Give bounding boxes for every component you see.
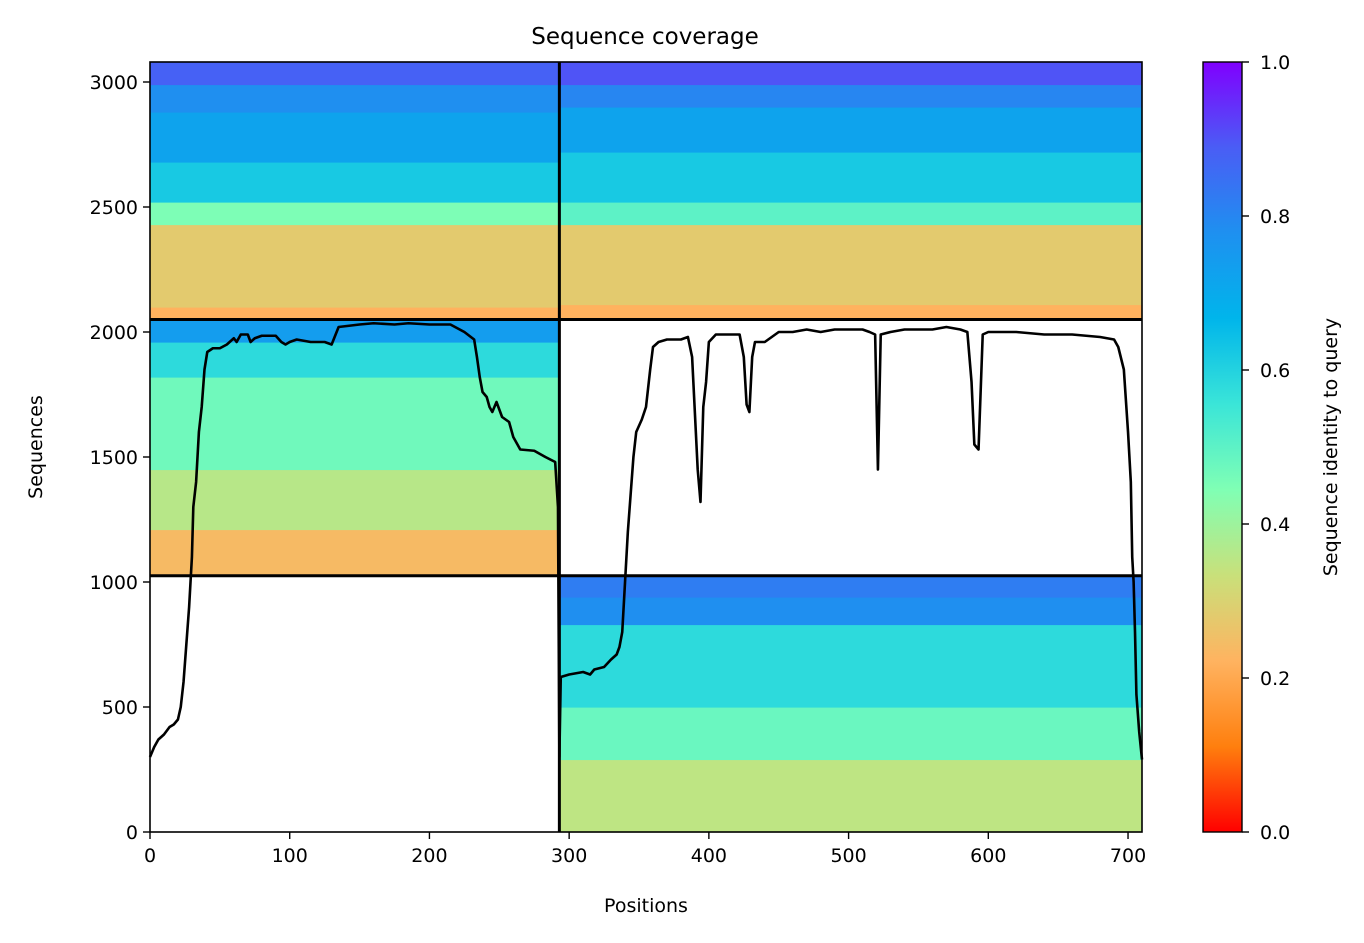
identity-band xyxy=(150,469,560,531)
identity-band xyxy=(559,152,1142,203)
x-tick-label: 700 xyxy=(1110,845,1146,867)
y-tick-label: 3000 xyxy=(90,72,138,94)
y-axis-ticks: 0 500 1000 1500 2000 2500 3000 xyxy=(90,72,150,844)
identity-band xyxy=(559,707,1142,761)
identity-band xyxy=(150,84,560,113)
identity-band xyxy=(559,224,1142,306)
x-tick-label: 600 xyxy=(970,845,1006,867)
identity-band xyxy=(150,319,560,343)
colorbar-tick-label: 0.2 xyxy=(1260,668,1290,690)
plot-frame xyxy=(149,61,1143,833)
identity-band xyxy=(559,107,1142,153)
identity-band xyxy=(150,112,560,163)
x-tick-label: 200 xyxy=(411,845,447,867)
identity-band xyxy=(150,162,560,203)
colorbar-tick-label: 0.4 xyxy=(1260,514,1290,536)
identity-band xyxy=(559,575,1142,598)
y-tick-label: 1500 xyxy=(90,447,138,469)
colorbar-tick-label: 0.6 xyxy=(1260,360,1290,382)
x-axis-label: Positions xyxy=(604,895,688,917)
x-tick-label: 500 xyxy=(830,845,866,867)
y-tick-label: 2000 xyxy=(90,322,138,344)
y-tick-label: 0 xyxy=(126,822,138,844)
identity-band xyxy=(150,342,560,378)
colorbar-label: Sequence identity to query xyxy=(1320,318,1342,576)
identity-band xyxy=(559,62,1142,86)
chart-title: Sequence coverage xyxy=(531,24,759,50)
block-middle-left xyxy=(150,319,560,577)
colorbar-tick-label: 1.0 xyxy=(1260,52,1290,74)
y-tick-label: 1000 xyxy=(90,572,138,594)
block-upper-right xyxy=(559,62,1142,321)
identity-band xyxy=(559,597,1142,626)
coverage-line-layer xyxy=(148,321,1144,760)
x-tick-label: 300 xyxy=(551,845,587,867)
block-upper-left xyxy=(150,62,560,321)
identity-band xyxy=(559,84,1142,108)
x-tick-label: 0 xyxy=(144,845,156,867)
x-tick-label: 100 xyxy=(272,845,308,867)
colorbar-tick-label: 0.0 xyxy=(1260,822,1290,844)
x-axis-ticks: 0 100 200 300 400 500 600 700 xyxy=(144,832,1146,867)
colorbar-ticks: 0.0 0.2 0.4 0.6 0.8 1.0 xyxy=(1242,52,1290,844)
identity-band xyxy=(150,224,560,308)
identity-band xyxy=(150,377,560,471)
identity-band xyxy=(150,202,560,226)
heatmap-layer xyxy=(150,62,1142,833)
identity-band xyxy=(559,624,1142,708)
block-lower-right xyxy=(559,575,1142,833)
coverage-line xyxy=(148,321,1144,760)
y-tick-label: 2500 xyxy=(90,197,138,219)
y-tick-label: 500 xyxy=(102,697,138,719)
colorbar-tick-label: 0.8 xyxy=(1260,206,1290,228)
identity-band xyxy=(150,529,560,577)
identity-band xyxy=(150,62,560,86)
identity-band xyxy=(559,202,1142,226)
y-axis-label: Sequences xyxy=(25,395,47,499)
identity-band xyxy=(559,304,1142,321)
x-tick-label: 400 xyxy=(691,845,727,867)
identity-band xyxy=(559,759,1142,833)
colorbar xyxy=(1202,61,1243,833)
identity-band xyxy=(150,307,560,321)
